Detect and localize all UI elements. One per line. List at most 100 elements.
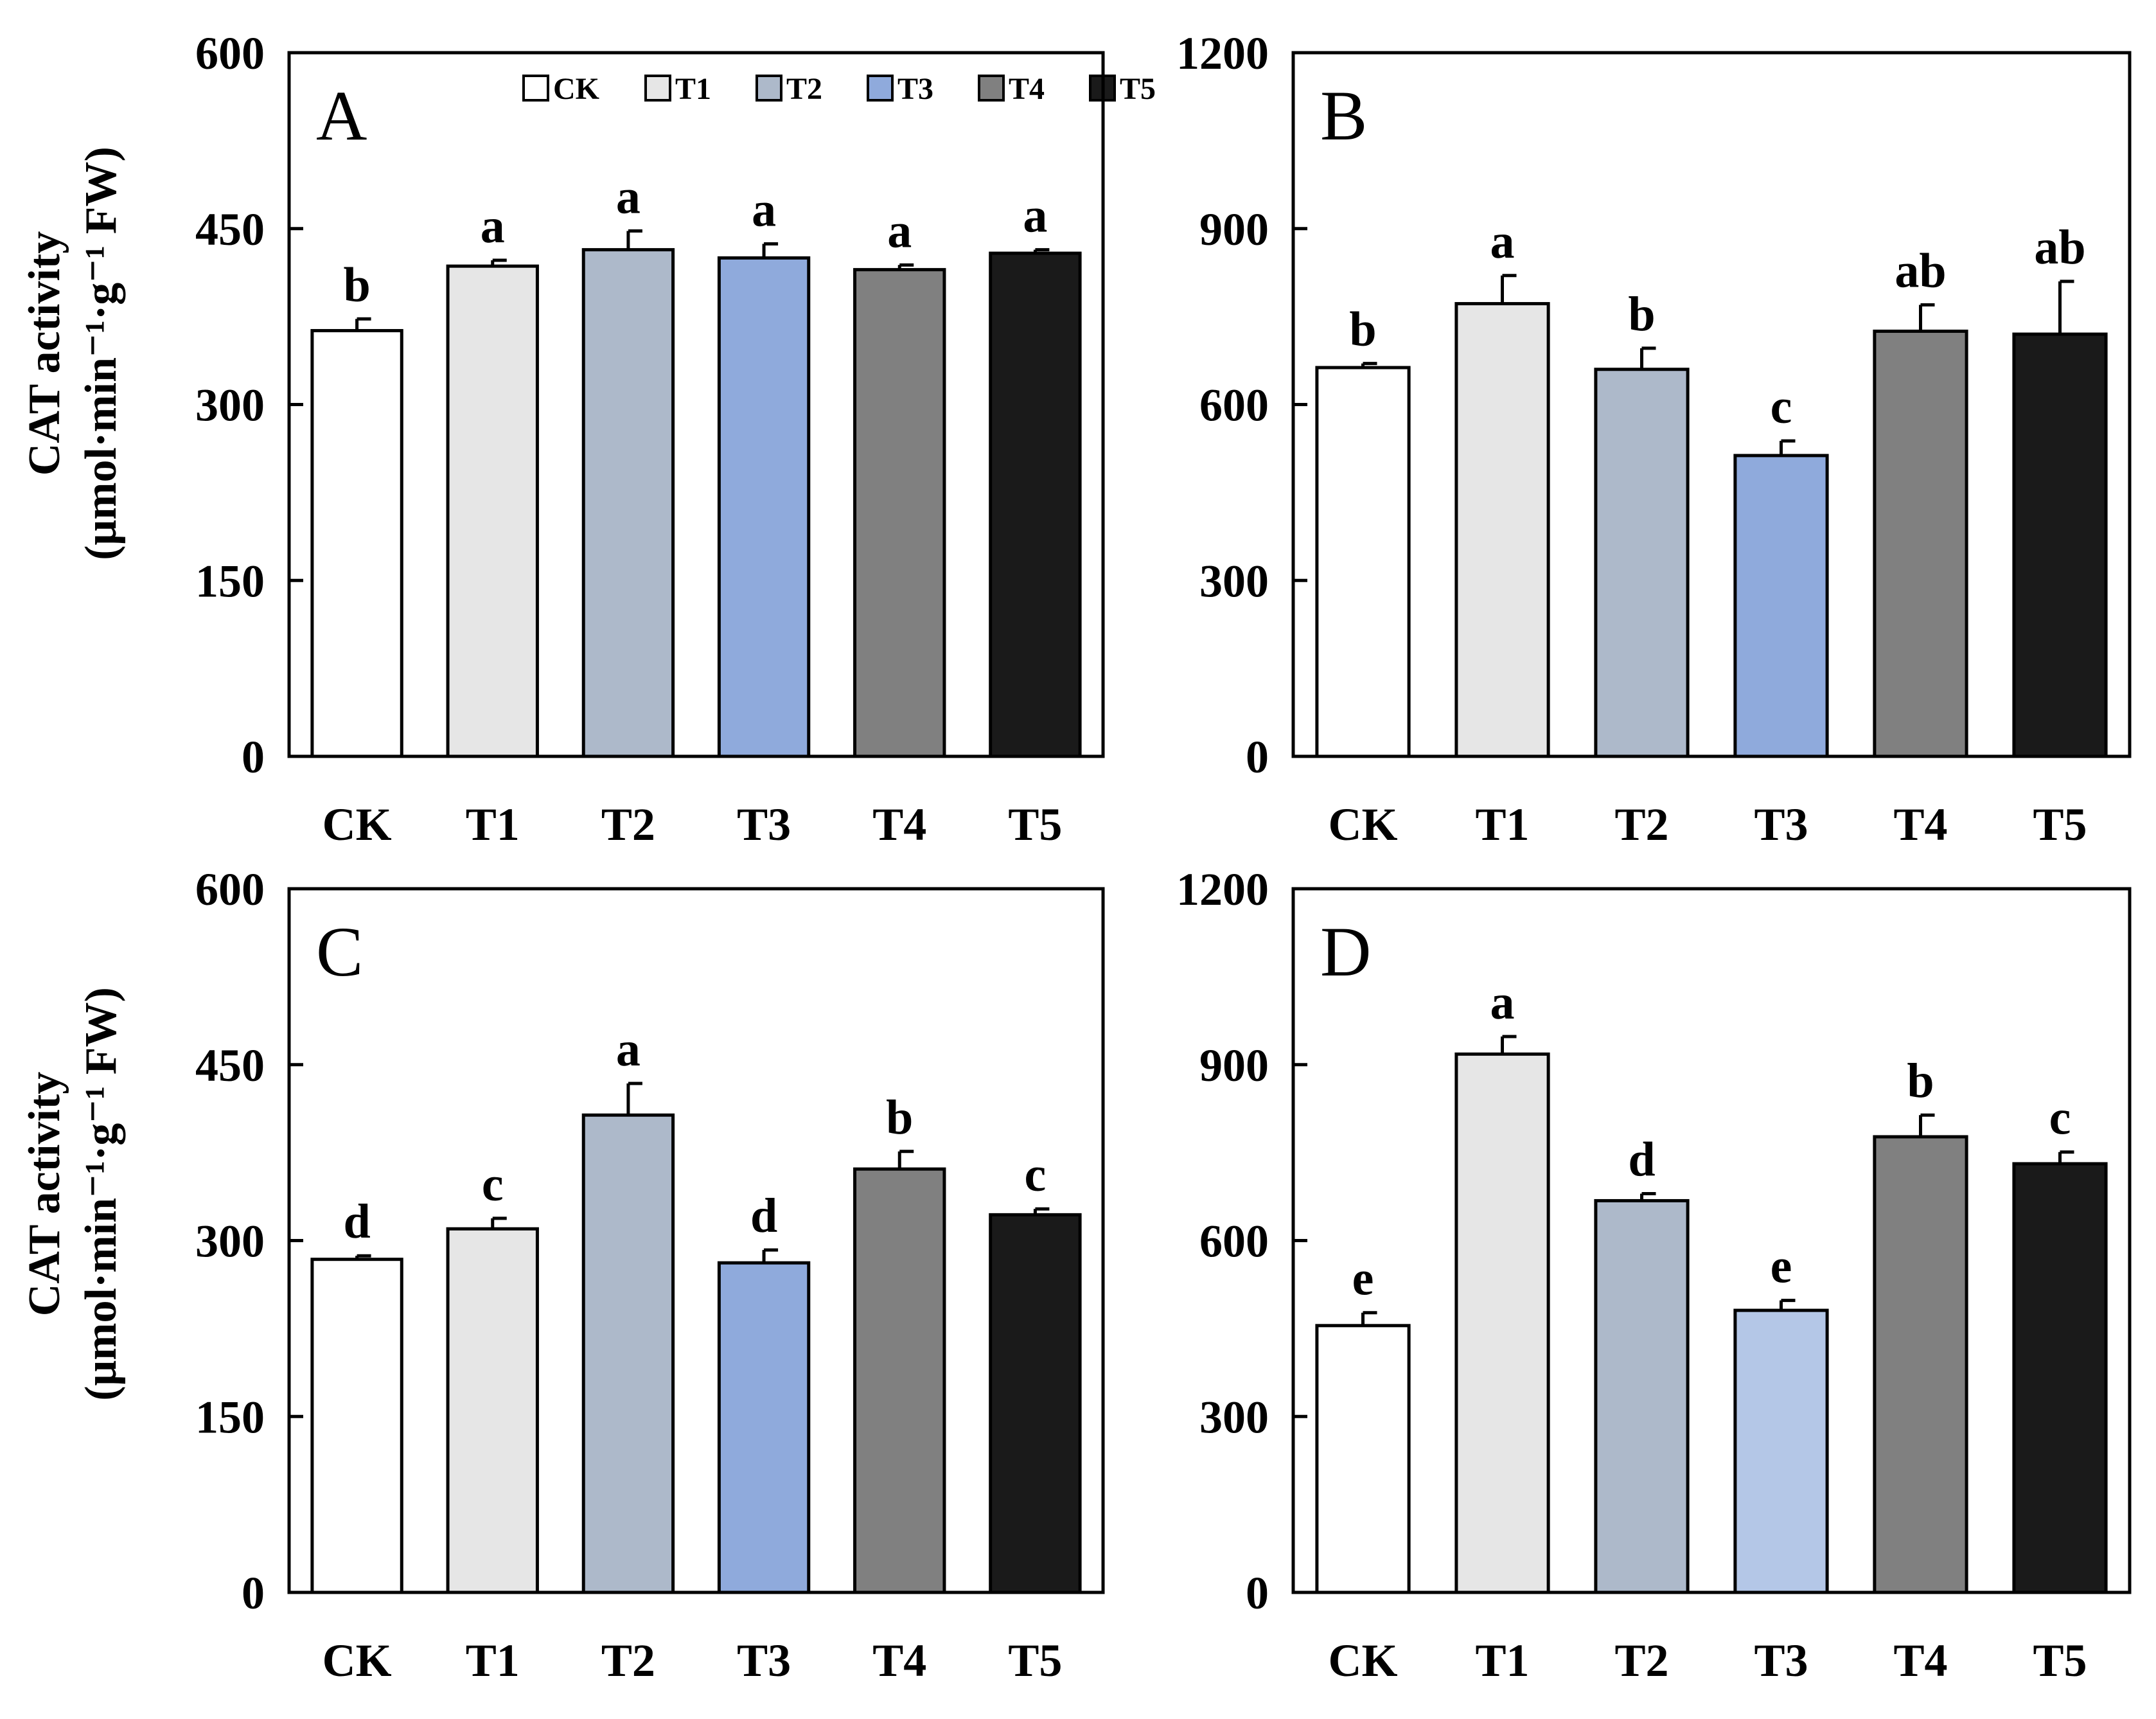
y-axis-title-top: CAT activity (μmol·min⁻¹·g⁻¹ FW) xyxy=(20,147,126,560)
y-axis-title-bottom: CAT activity (μmol·min⁻¹·g⁻¹ FW) xyxy=(20,987,126,1401)
significance-label-t5: ab xyxy=(2034,220,2085,274)
significance-label-t1: a xyxy=(481,199,505,253)
bar-t4 xyxy=(853,1167,946,1594)
y-tick-label: 300 xyxy=(1199,555,1269,607)
x-tick-label-t2: T2 xyxy=(1614,1635,1668,1686)
panel-d: e CK a T1 d T2 e T3 b T4 c T5 0 300 600 900 1200 D xyxy=(1176,864,2132,1686)
significance-label-t2: a xyxy=(616,1022,641,1076)
x-tick-label-t4: T4 xyxy=(1893,1635,1947,1686)
y-tick-label: 0 xyxy=(242,731,265,783)
bar-t3 xyxy=(1733,1308,1829,1594)
x-tick-label-ck: CK xyxy=(323,799,392,850)
legend-label-t3: T3 xyxy=(897,72,933,106)
x-tick-label-t3: T3 xyxy=(1754,1635,1808,1686)
bar-t4 xyxy=(853,268,946,758)
legend-swatch-t1 xyxy=(644,75,671,102)
y-title-line1: CAT activity xyxy=(20,231,69,476)
y-tick-label: 900 xyxy=(1199,204,1269,255)
plot-frame xyxy=(1291,887,2132,1594)
plot-frame xyxy=(287,887,1105,1594)
bar-t1 xyxy=(446,1227,539,1594)
significance-label-t4: b xyxy=(1907,1054,1934,1108)
significance-label-ck: d xyxy=(343,1195,370,1249)
x-tick-label-t3: T3 xyxy=(737,1635,791,1686)
significance-label-ck: b xyxy=(1349,303,1376,357)
significance-label-t1: a xyxy=(1490,215,1515,269)
significance-label-t2: d xyxy=(1628,1133,1655,1187)
legend-label-t1: T1 xyxy=(675,72,711,106)
significance-label-t1: c xyxy=(482,1157,504,1211)
significance-label-t3: e xyxy=(1771,1240,1792,1294)
panel-label: A xyxy=(316,76,367,155)
legend-label-t2: T2 xyxy=(786,72,822,106)
significance-label-t5: c xyxy=(2049,1091,2071,1145)
bar-ck xyxy=(1315,366,1411,758)
panel-b: b CK a T1 b T2 c T3 ab T4 ab T5 0 300 600 900 1200 B xyxy=(1176,28,2132,850)
panel-label: D xyxy=(1320,913,1371,991)
legend-swatch-t4 xyxy=(978,75,1005,102)
legend-label-ck: CK xyxy=(553,72,599,106)
plot-frame xyxy=(287,51,1105,758)
bar-t3 xyxy=(717,1261,811,1594)
bar-t2 xyxy=(1594,368,1690,758)
significance-label-t2: b xyxy=(1628,287,1655,341)
x-tick-label-t4: T4 xyxy=(1893,799,1947,850)
legend-swatch-t2 xyxy=(755,75,782,102)
y-tick-label: 600 xyxy=(1199,380,1269,431)
bar-t2 xyxy=(581,1113,675,1594)
y-tick-label: 300 xyxy=(1199,1391,1269,1443)
y-tick-label: 1200 xyxy=(1176,28,1269,79)
bar-ck xyxy=(1315,1324,1411,1594)
y-title-line1: CAT activity xyxy=(20,1072,69,1316)
legend-label-t4: T4 xyxy=(1009,72,1045,106)
y-tick-label: 0 xyxy=(1246,731,1269,783)
bar-ck xyxy=(310,1258,403,1594)
bar-t3 xyxy=(1733,454,1829,758)
bar-t2 xyxy=(581,248,675,758)
y-tick-label: 300 xyxy=(195,380,265,431)
x-tick-label-t4: T4 xyxy=(872,1635,926,1686)
x-tick-label-t5: T5 xyxy=(2033,1635,2087,1686)
x-tick-label-t1: T1 xyxy=(1475,1635,1529,1686)
y-tick-label: 1200 xyxy=(1176,864,1269,915)
legend-label-t5: T5 xyxy=(1120,72,1156,106)
bar-t1 xyxy=(1454,302,1550,758)
y-tick-label: 900 xyxy=(1199,1040,1269,1091)
x-tick-label-ck: CK xyxy=(1329,799,1398,850)
y-tick-label: 150 xyxy=(195,555,265,607)
x-tick-label-ck: CK xyxy=(1329,1635,1398,1686)
x-tick-label-t2: T2 xyxy=(1614,799,1668,850)
bar-t1 xyxy=(1454,1052,1550,1594)
bar-ck xyxy=(310,329,403,758)
x-tick-label-t4: T4 xyxy=(872,799,926,850)
y-tick-label: 0 xyxy=(242,1567,265,1619)
bar-t1 xyxy=(446,264,539,758)
bar-t2 xyxy=(1594,1198,1690,1594)
x-tick-label-t1: T1 xyxy=(466,1635,520,1686)
significance-label-t5: a xyxy=(1023,189,1047,243)
x-tick-label-t5: T5 xyxy=(2033,799,2087,850)
x-tick-label-t2: T2 xyxy=(601,799,655,850)
x-tick-label-t5: T5 xyxy=(1008,799,1062,850)
bar-t5 xyxy=(2012,332,2108,758)
x-tick-label-ck: CK xyxy=(323,1635,392,1686)
plot-frame xyxy=(1291,51,2132,758)
legend: CK T1 T2 T3 T4 T5 xyxy=(522,72,1156,106)
significance-label-t1: a xyxy=(1490,975,1515,1029)
y-title-line2: (μmol·min⁻¹·g⁻¹ FW) xyxy=(76,987,126,1401)
legend-swatch-ck xyxy=(522,75,549,102)
significance-label-t3: c xyxy=(1771,380,1792,434)
significance-label-t3: a xyxy=(752,183,776,236)
bar-t5 xyxy=(989,251,1082,758)
significance-label-ck: e xyxy=(1352,1252,1374,1306)
significance-label-t3: d xyxy=(750,1189,777,1243)
significance-label-ck: b xyxy=(343,258,370,312)
significance-label-t4: ab xyxy=(1895,244,1946,298)
bar-t5 xyxy=(989,1213,1082,1594)
y-tick-label: 450 xyxy=(195,204,265,255)
x-tick-label-t2: T2 xyxy=(601,1635,655,1686)
panel-label: C xyxy=(316,913,363,991)
x-tick-label-t5: T5 xyxy=(1008,1635,1062,1686)
panel-c: d CK c T1 a T2 d T3 b T4 c T5 0 150 300 450 600 C xyxy=(195,864,1105,1686)
